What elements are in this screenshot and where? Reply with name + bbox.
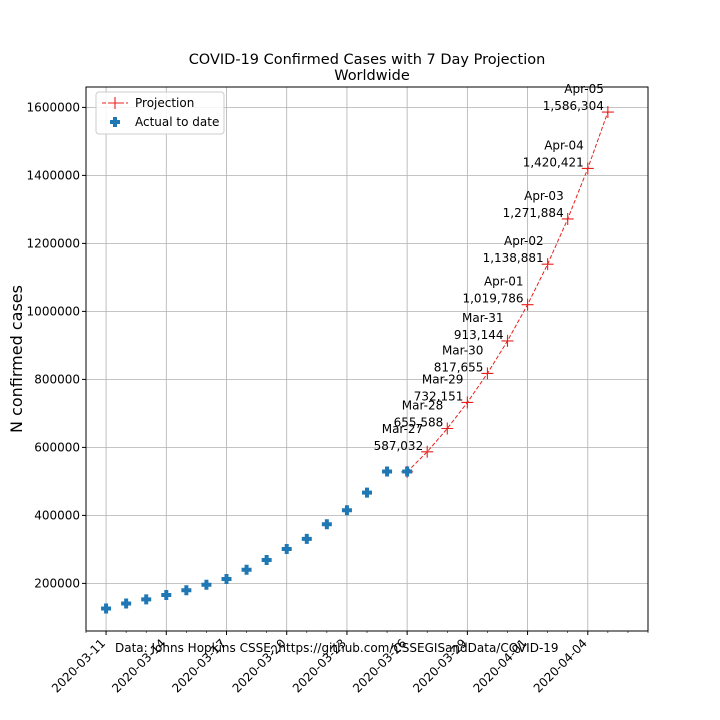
annotation-date: Mar-28 bbox=[402, 399, 443, 413]
annotation: Mar-27 587,032 bbox=[374, 422, 424, 453]
y-tick-label: 400000 bbox=[34, 508, 80, 522]
annotation-date: Apr-02 bbox=[504, 234, 544, 248]
actual-point bbox=[201, 579, 212, 590]
actual-point bbox=[341, 505, 352, 516]
actual-point bbox=[161, 589, 172, 600]
chart-subtitle: Worldwide bbox=[334, 68, 410, 84]
projection-point bbox=[501, 334, 514, 347]
annotation: Mar-28 655,588 bbox=[394, 399, 444, 430]
annotation-date: Apr-04 bbox=[544, 138, 584, 152]
annotation-value: 913,144 bbox=[454, 328, 504, 342]
annotation: Mar-30 817,655 bbox=[434, 343, 484, 374]
annotation-date: Apr-01 bbox=[484, 275, 524, 289]
y-tick-label: 1200000 bbox=[27, 236, 80, 250]
legend-projection-marker-swatch bbox=[109, 97, 121, 109]
actual-point bbox=[402, 466, 413, 477]
annotation-value: 817,655 bbox=[434, 360, 484, 374]
annotation-date: Mar-27 bbox=[382, 422, 423, 436]
annotation-value: 1,019,786 bbox=[462, 292, 523, 306]
annotation-value: 1,138,881 bbox=[483, 251, 544, 265]
projection-point bbox=[581, 162, 594, 175]
actual-point bbox=[362, 487, 372, 498]
annotation-value: 655,588 bbox=[394, 416, 444, 430]
y-tick-label: 600000 bbox=[34, 440, 80, 454]
projection-point bbox=[521, 298, 534, 311]
y-tick-label: 200000 bbox=[34, 576, 80, 590]
annotation-value: 1,271,884 bbox=[503, 206, 564, 220]
y-axis-label: N confirmed cases bbox=[7, 285, 26, 433]
annotation: Mar-29 732,151 bbox=[414, 372, 464, 403]
annotation: Mar-31 913,144 bbox=[454, 311, 504, 342]
projection-point bbox=[541, 258, 554, 271]
actual-point bbox=[121, 598, 132, 609]
annotation-date: Apr-05 bbox=[564, 82, 604, 96]
actual-point bbox=[301, 533, 312, 544]
actual-point bbox=[221, 573, 232, 584]
projection-point bbox=[601, 106, 614, 119]
projection-point bbox=[441, 422, 454, 435]
actual-point bbox=[241, 564, 252, 575]
y-tick-label: 800000 bbox=[34, 372, 80, 386]
annotation-value: 1,420,421 bbox=[523, 155, 584, 169]
annotation: Apr-05 1,586,304 bbox=[543, 82, 604, 113]
actual-point bbox=[181, 585, 192, 596]
projection-point bbox=[561, 212, 574, 225]
projection-point bbox=[421, 445, 434, 458]
annotation-date: Mar-30 bbox=[442, 343, 483, 357]
chart-title: COVID-19 Confirmed Cases with 7 Day Proj… bbox=[189, 52, 546, 68]
annotation: Apr-02 1,138,881 bbox=[483, 234, 544, 265]
annotation-date: Mar-31 bbox=[462, 311, 503, 325]
actual-point bbox=[382, 466, 393, 477]
actual-point bbox=[261, 554, 272, 565]
y-tick-label: 1400000 bbox=[27, 168, 80, 182]
legend-actual-label: Actual to date bbox=[135, 115, 219, 129]
projection-point bbox=[461, 396, 474, 409]
annotation-date: Mar-29 bbox=[422, 372, 463, 386]
y-tick-label: 1600000 bbox=[27, 100, 80, 114]
annotation: Apr-03 1,271,884 bbox=[503, 189, 564, 220]
actual-point bbox=[321, 519, 332, 530]
annotation: Apr-01 1,019,786 bbox=[462, 275, 523, 306]
annotation-value: 587,032 bbox=[374, 439, 424, 453]
legend-projection-label: Projection bbox=[135, 96, 194, 110]
y-tick-label: 1000000 bbox=[27, 304, 80, 318]
legend: Projection Actual to date bbox=[95, 91, 225, 135]
annotation-date: Apr-03 bbox=[524, 189, 564, 203]
legend-actual-marker-swatch bbox=[110, 117, 120, 127]
actual-point bbox=[141, 594, 152, 605]
annotation: Apr-04 1,420,421 bbox=[523, 138, 584, 169]
annotation-value: 1,586,304 bbox=[543, 99, 604, 113]
actual-point bbox=[101, 603, 112, 614]
actual-point bbox=[281, 544, 292, 555]
projection-point bbox=[481, 367, 494, 380]
annotation-value: 732,151 bbox=[414, 389, 464, 403]
source-note: Data: Johns Hopkins CSSE, https://github… bbox=[115, 641, 559, 655]
